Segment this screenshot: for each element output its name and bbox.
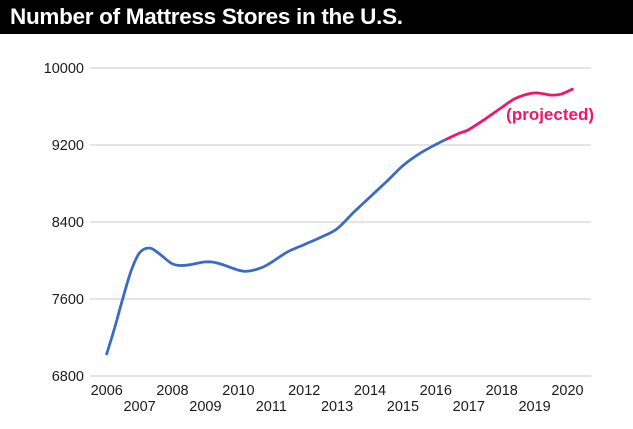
x-axis-label: 2016 [420,383,452,399]
projected-annotation: (projected) [506,105,594,124]
x-axis-label: 2012 [288,383,320,399]
x-axis-label: 2009 [189,399,221,415]
y-axis-label: 8400 [52,215,84,231]
x-axis-label: 2015 [387,399,419,415]
x-axis-label: 2014 [354,383,386,399]
x-axis-label: 2010 [222,383,254,399]
title-bar: Number of Mattress Stores in the U.S. [0,0,633,34]
x-axis-label: 2018 [486,383,518,399]
x-axis-label: 2017 [453,399,485,415]
x-axis-label: 2013 [321,399,353,415]
chart-title: Number of Mattress Stores in the U.S. [10,4,403,29]
y-axis-label: 7600 [52,292,84,308]
series-actual-line [105,137,449,356]
x-axis-label: 2007 [123,399,155,415]
x-axis-label: 2020 [551,383,583,399]
x-axis-label: 2011 [256,399,287,415]
y-axis-label: 9200 [52,138,84,154]
y-axis-label: 10000 [44,61,84,77]
series-projected-line [446,87,574,141]
line-chart: 6800760084009200100002006200720082009201… [44,61,594,415]
x-axis-label: 2006 [91,383,123,399]
y-axis-label: 6800 [52,369,84,385]
x-axis-label: 2008 [156,383,188,399]
x-axis-label: 2019 [518,399,550,415]
